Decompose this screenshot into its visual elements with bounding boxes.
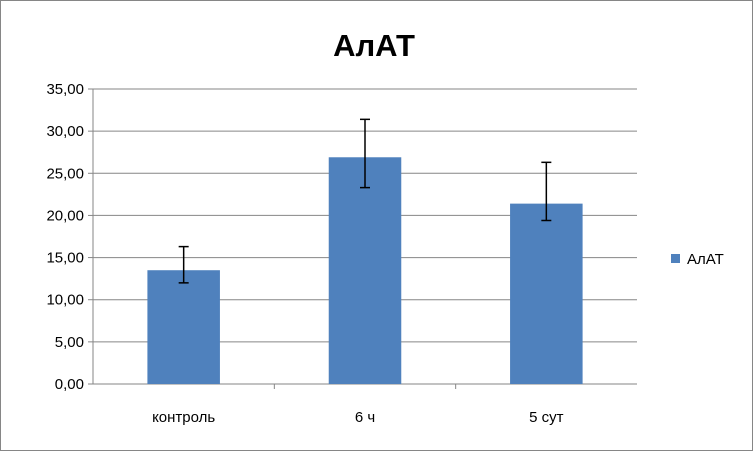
y-tick-label: 35,00 [46, 81, 84, 98]
y-tick-label: 20,00 [46, 207, 84, 224]
y-tick-label: 10,00 [46, 292, 84, 309]
y-tick-label: 25,00 [46, 165, 84, 182]
x-category-label: контроль [152, 409, 215, 426]
legend-label: АлАТ [687, 251, 724, 268]
bars [147, 157, 583, 384]
axis-labels: 0,00 5,00 10,00 15,00 20,00 25,00 30,00 35,00 ко… [46, 81, 563, 426]
x-category-label: 6 ч [355, 409, 375, 426]
legend: АлАТ [671, 251, 724, 268]
chart-title: АлАТ [333, 28, 415, 63]
bar [147, 270, 220, 384]
y-tick-label: 5,00 [55, 334, 84, 351]
bar [328, 157, 402, 384]
bar [510, 203, 583, 384]
y-tick-label: 30,00 [46, 123, 84, 140]
legend-swatch [671, 254, 680, 263]
x-category-label: 5 сут [529, 409, 564, 426]
error-bars [178, 118, 552, 284]
y-tick-label: 15,00 [46, 250, 84, 267]
y-tick-label: 0,00 [55, 376, 84, 393]
